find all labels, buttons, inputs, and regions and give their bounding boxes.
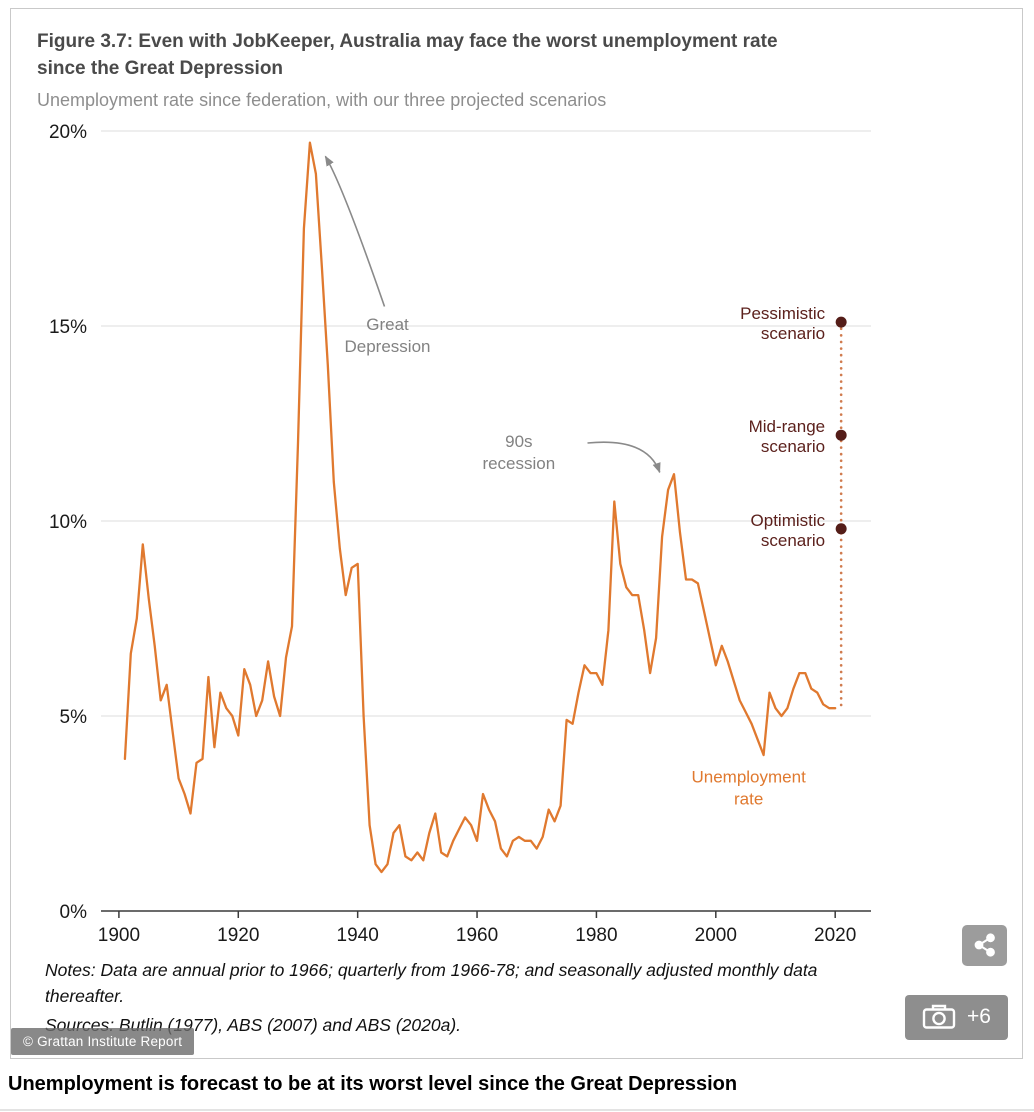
- figure-3-7-image[interactable]: Figure 3.7: Even with JobKeeper, Austral…: [10, 8, 1023, 1059]
- svg-text:1940: 1940: [337, 925, 379, 946]
- chart-title: Figure 3.7: Even with JobKeeper, Austral…: [37, 31, 778, 79]
- photo-gallery-button[interactable]: +6: [905, 994, 1008, 1040]
- svg-text:10%: 10%: [49, 512, 87, 533]
- chart-subtitle: Unemployment rate since federation, with…: [37, 89, 607, 110]
- svg-text:1960: 1960: [456, 925, 498, 946]
- camera-icon: [922, 1004, 956, 1029]
- copyright-watermark: © Grattan Institute Report: [11, 1027, 195, 1055]
- svg-text:1920: 1920: [217, 925, 259, 946]
- section-divider: [0, 1108, 1034, 1111]
- share-icon: [974, 933, 995, 957]
- svg-text:1900: 1900: [98, 925, 140, 946]
- svg-text:15%: 15%: [49, 317, 87, 338]
- photo-count-badge: +6: [967, 1005, 991, 1029]
- article-body: Figure 3.7: Even with JobKeeper, Austral…: [0, 8, 1034, 1111]
- svg-text:0%: 0%: [60, 902, 88, 923]
- unemployment-line-chart: 1900 1920 1940 1960 1980 2000 2020 0% 5% 10% 15% 20…: [49, 122, 871, 946]
- share-button[interactable]: [962, 924, 1007, 966]
- image-caption: Unemployment is forecast to be at its wo…: [8, 1072, 738, 1095]
- svg-text:1980: 1980: [575, 925, 617, 946]
- svg-text:5%: 5%: [60, 707, 88, 728]
- chart-header: Figure 3.7: Even with JobKeeper, Austral…: [11, 9, 1022, 111]
- svg-text:2020: 2020: [814, 925, 856, 946]
- svg-text:2000: 2000: [695, 925, 737, 946]
- svg-text:20%: 20%: [49, 122, 87, 143]
- notes-text: Notes: Data are annual prior to 1966; qu…: [45, 959, 818, 1007]
